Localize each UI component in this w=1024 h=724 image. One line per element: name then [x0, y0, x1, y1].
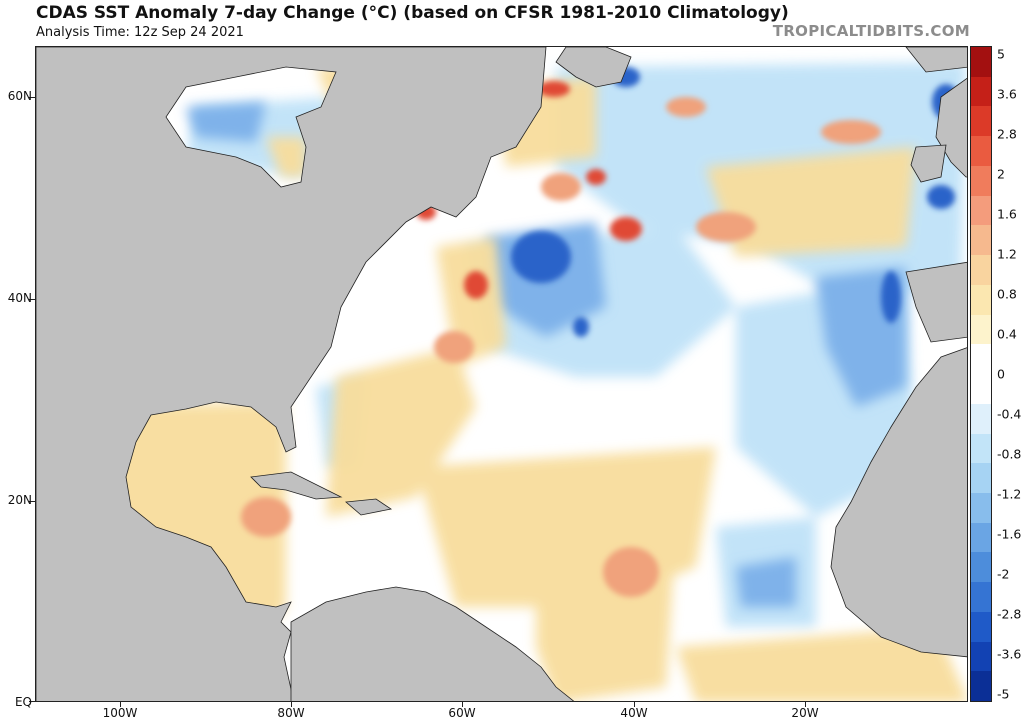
lon-label-60w: 60W — [448, 706, 476, 720]
colorbar-swatch — [971, 195, 991, 226]
colorbar-swatch — [971, 255, 991, 285]
lat-tick — [29, 501, 35, 502]
colorbar-swatch — [971, 76, 991, 107]
colorbar-swatch — [971, 641, 991, 672]
lon-label-100w: 100W — [102, 706, 138, 720]
colorbar-swatch — [971, 106, 991, 137]
lon-tick — [120, 702, 121, 707]
colorbar-swatch — [971, 344, 991, 375]
colorbar-swatch — [971, 611, 991, 642]
colorbar-swatch — [971, 136, 991, 166]
colorbar-swatch — [971, 374, 991, 404]
colorbar-tick-label: -1.6 — [997, 526, 1022, 542]
positive-anomaly-cores — [416, 81, 642, 299]
colorbar-tick-label: 1.2 — [997, 246, 1017, 262]
colorbar-swatch — [971, 47, 991, 77]
colorbar-swatch — [971, 433, 991, 464]
colorbar-swatch — [971, 463, 991, 494]
colorbar-tick-label: -3.6 — [997, 646, 1022, 662]
map-panel — [35, 46, 968, 702]
chart-title: CDAS SST Anomaly 7-day Change (°C) (base… — [36, 3, 789, 23]
colorbar-swatch — [971, 403, 991, 434]
colorbar-tick-label: 1.6 — [997, 206, 1017, 222]
lat-label-40n: 40N — [7, 291, 32, 305]
lon-tick — [462, 702, 463, 707]
colorbar-tick-label: -5 — [997, 686, 1010, 702]
colorbar-tick-label: -0.4 — [997, 406, 1022, 422]
colorbar-tick-label: 0 — [997, 366, 1005, 382]
lat-tick — [29, 97, 35, 98]
lon-tick — [805, 702, 806, 707]
colorbar-swatch — [971, 522, 991, 553]
colorbar-swatch — [971, 552, 991, 583]
lat-tick — [29, 701, 35, 702]
lat-label-60n: 60N — [7, 89, 32, 103]
colorbar-swatch — [971, 165, 991, 196]
lat-tick — [29, 299, 35, 300]
analysis-time: Analysis Time: 12z Sep 24 2021 — [36, 25, 244, 40]
colorbar-tick-label: -0.8 — [997, 446, 1022, 462]
lon-label-80w: 80W — [277, 706, 305, 720]
colorbar-tick-label: 3.6 — [997, 86, 1017, 102]
colorbar-tick-label: 2 — [997, 166, 1005, 182]
colorbar-tick-label: 5 — [997, 46, 1005, 62]
colorbar-tick-label: -2 — [997, 566, 1010, 582]
lon-label-40w: 40W — [620, 706, 648, 720]
colorbar-swatch — [971, 284, 991, 315]
lat-label-eq: EQ — [14, 695, 32, 709]
colorbar-tick-label: -2.8 — [997, 606, 1022, 622]
lon-tick — [291, 702, 292, 707]
colorbar — [970, 46, 992, 702]
colorbar-tick-label: -1.2 — [997, 486, 1022, 502]
lon-label-20w: 20W — [791, 706, 819, 720]
colorbar-tick-label: 0.4 — [997, 326, 1017, 342]
colorbar-swatch — [971, 671, 991, 702]
source-credit: TROPICALTIDBITS.COM — [772, 22, 970, 40]
sst-anomaly-map — [36, 47, 967, 701]
colorbar-tick-label: 2.8 — [997, 126, 1017, 142]
colorbar-swatch — [971, 314, 991, 345]
lon-tick — [634, 702, 635, 707]
lat-label-20n: 20N — [7, 493, 32, 507]
colorbar-tick-label: 0.8 — [997, 286, 1017, 302]
colorbar-swatch — [971, 493, 991, 523]
colorbar-swatch — [971, 225, 991, 256]
land-masses — [36, 47, 967, 701]
colorbar-swatch — [971, 582, 991, 612]
